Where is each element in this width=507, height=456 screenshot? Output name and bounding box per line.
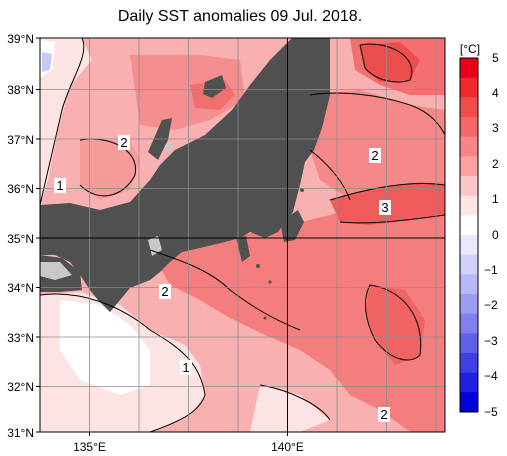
land-boso-peninsula <box>280 210 304 242</box>
contour-label: 2 <box>120 135 127 150</box>
colorbar-cell <box>460 372 478 393</box>
colorbar-cell <box>460 58 478 79</box>
colorbar-frame <box>459 57 479 413</box>
contour-label: 2 <box>380 407 387 422</box>
lat-label: 34°N <box>7 281 34 295</box>
anomaly-2to3-east <box>310 90 445 200</box>
contour-label: 1 <box>182 360 189 375</box>
anomaly-2to3-japan-sea <box>130 55 245 130</box>
contour-label: 2 <box>371 148 378 163</box>
latitude-labels: 39°N 38°N 37°N 36°N 35°N 34°N 33°N 32°N … <box>7 32 34 440</box>
colorbar-tick-label: 4 <box>492 86 499 100</box>
lake-toyama <box>165 142 173 152</box>
longitude-labels: 135°E 140°E <box>73 440 304 454</box>
reference-graticule <box>40 38 445 432</box>
colorbar-tick-label: −4 <box>484 369 498 383</box>
colorbar-cell <box>460 353 478 374</box>
lat-label: 35°N <box>7 232 34 246</box>
axis-ticks <box>36 37 288 436</box>
anomaly-near-zero-south <box>60 300 150 395</box>
colorbar-cell <box>460 313 478 334</box>
colorbar-cell <box>460 117 478 138</box>
land-honshu <box>40 38 330 312</box>
land-sado-island <box>203 75 226 98</box>
contour-label: 3 <box>381 200 388 215</box>
lat-label: 32°N <box>7 380 34 394</box>
lon-label: 135°E <box>73 440 106 454</box>
contour-line <box>309 149 351 201</box>
anomaly-negative-patch <box>42 52 52 72</box>
anomaly-0to1-southcentral <box>250 385 330 432</box>
lat-label: 37°N <box>7 133 34 147</box>
colorbar-cell <box>460 136 478 157</box>
colorbar-cell <box>460 235 478 256</box>
lat-label: 33°N <box>7 331 34 345</box>
anomaly-3plus-northeast <box>360 42 420 82</box>
lat-label: 38°N <box>7 83 34 97</box>
contour-line <box>339 214 445 224</box>
colorbar-tick-label: −5 <box>484 405 498 419</box>
colorbar-cell <box>460 333 478 354</box>
contour-line <box>329 183 445 201</box>
colorbar-tick-label: −3 <box>484 334 498 348</box>
contour-line <box>40 293 206 432</box>
contour-line <box>149 249 301 331</box>
colorbar-tick-label: −1 <box>484 263 498 277</box>
lat-label: 39°N <box>7 32 34 46</box>
contour-label: 1 <box>56 178 63 193</box>
anomaly-0to1-northwest <box>40 38 92 205</box>
colorbar-tick-labels: 5 4 3 2 1 0 −1 −2 −3 −4 −5 <box>484 51 499 419</box>
land-small-island <box>256 264 260 268</box>
contour-line <box>79 138 136 197</box>
land-small-island <box>263 316 267 320</box>
contour-labels: 2 1 2 3 2 1 2 <box>54 135 391 422</box>
contour-label: 2 <box>161 284 168 299</box>
colorbar-cell <box>460 156 478 177</box>
contour-line <box>309 92 445 136</box>
colorbar: [°C] 5 4 3 2 1 0 −1 −2 −3 −4 −5 <box>459 42 499 419</box>
lat-label: 31°N <box>7 426 34 440</box>
colorbar-tick-label: 0 <box>492 228 499 242</box>
colorbar-tick-label: 5 <box>492 51 499 65</box>
colorbar-cell <box>460 274 478 295</box>
colorbar-cell <box>460 97 478 118</box>
colorbar-cell <box>460 254 478 275</box>
anomaly-3plus-south <box>365 285 425 365</box>
colorbar-cell <box>460 77 478 98</box>
colorbar-tick-label: 1 <box>492 192 499 206</box>
contour-line <box>364 284 422 361</box>
lake-osaka-bay <box>40 262 72 280</box>
land-small-island <box>300 188 304 192</box>
colorbar-cell <box>460 392 478 413</box>
colorbar-cell <box>460 176 478 197</box>
map-title: Daily SST anomalies 09 Jul. 2018. <box>117 8 363 25</box>
colorbar-unit: [°C] <box>460 42 480 56</box>
colorbar-cell <box>460 294 478 315</box>
anomaly-2-wakasa <box>80 140 140 200</box>
land-izu-peninsula <box>236 236 250 262</box>
colorbar-cells <box>460 58 478 413</box>
land-small-island <box>268 280 272 284</box>
colorbar-cell <box>460 215 478 236</box>
colorbar-cell <box>460 195 478 216</box>
colorbar-tick-label: 3 <box>492 121 499 135</box>
colorbar-tick-label: 2 <box>492 157 499 171</box>
lon-label: 140°E <box>271 440 304 454</box>
sst-field: 2 1 2 3 2 1 2 <box>40 38 445 432</box>
contour-line <box>40 38 85 206</box>
lat-label: 36°N <box>7 182 34 196</box>
colorbar-tick-label: −2 <box>484 298 498 312</box>
anomaly-2to3-kuroshio <box>150 180 445 432</box>
contour-line <box>359 43 413 83</box>
map-frame <box>39 37 446 433</box>
